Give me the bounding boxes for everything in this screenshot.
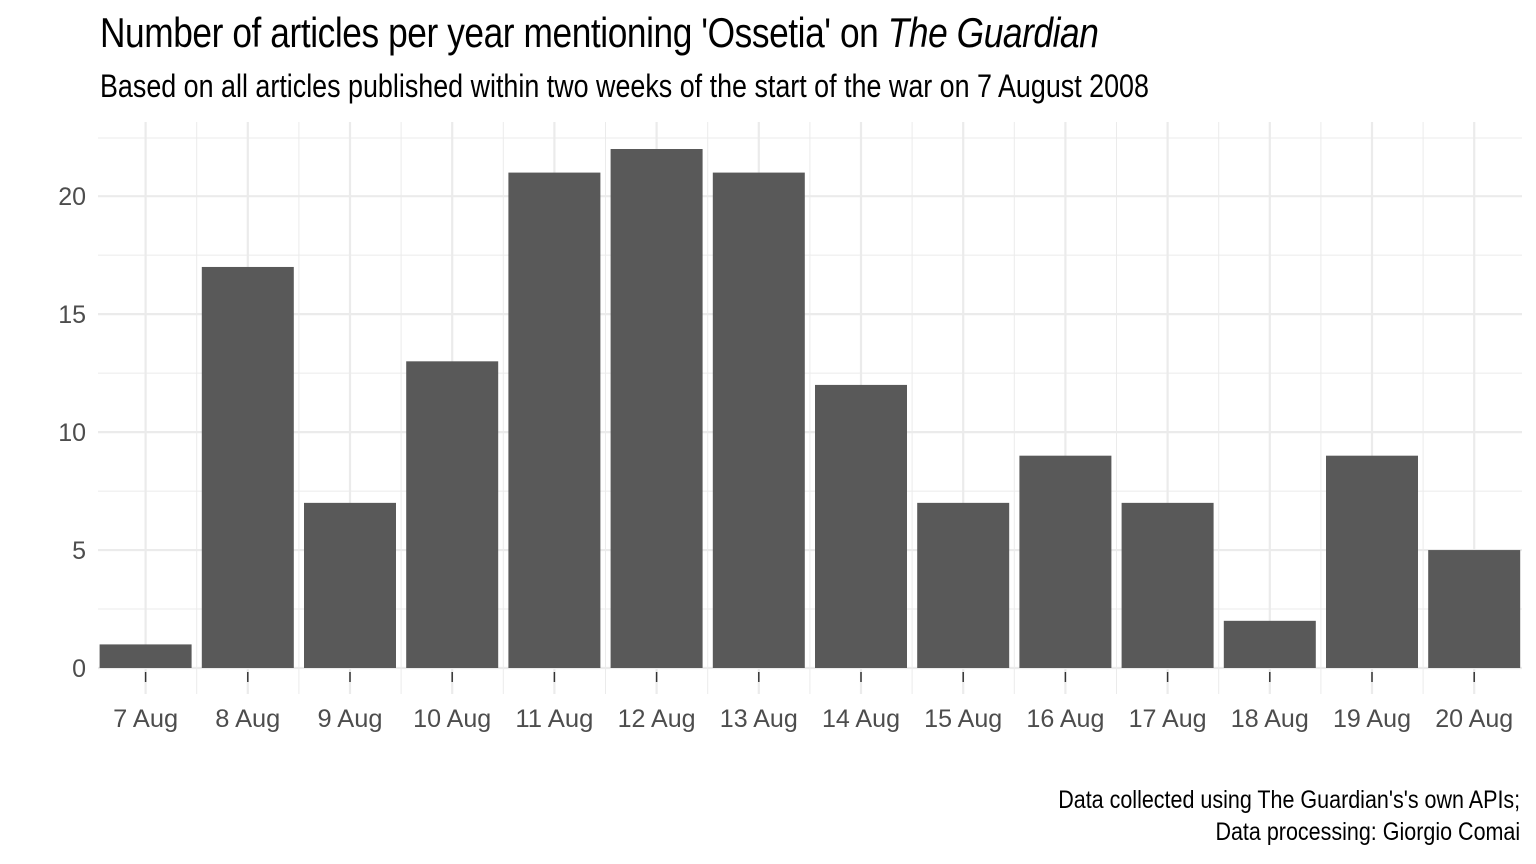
y-tick-label: 5 [72, 537, 86, 565]
x-tick-label: 9 Aug [318, 705, 383, 733]
caption-line-2: Data processing: Giorgio Comai [1215, 818, 1520, 846]
chart-title-main: Number of articles per year mentioning '… [100, 9, 888, 56]
x-tick-label: 13 Aug [720, 705, 798, 733]
bar-10-aug [406, 361, 499, 668]
bar-11-aug [508, 172, 601, 668]
y-tick-label: 20 [58, 183, 86, 211]
bar-14-aug [815, 384, 907, 668]
x-tick-label: 20 Aug [1435, 705, 1513, 733]
bar-19-aug [1326, 455, 1418, 668]
bar-13-aug [712, 172, 805, 668]
chart-title-emphasis: The Guardian [887, 9, 1099, 56]
y-tick-label: 10 [58, 419, 86, 447]
chart-subtitle: Based on all articles published within t… [100, 68, 1149, 104]
x-tick-label: 19 Aug [1333, 705, 1411, 733]
x-tick-label: 16 Aug [1026, 705, 1104, 733]
x-tick-label: 11 Aug [515, 705, 593, 733]
bar-8-aug [201, 266, 294, 668]
y-tick-label: 0 [72, 655, 86, 683]
bar-7-aug [99, 644, 192, 668]
x-tick-label: 15 Aug [924, 705, 1002, 733]
x-tick-label: 8 Aug [215, 705, 280, 733]
x-axis-tick-labels: 7 Aug 8 Aug 9 Aug 10 Aug 11 Aug 12 Aug 13 Aug 1… [113, 705, 1513, 733]
x-tick-label: 10 Aug [413, 705, 491, 733]
chart-title: Number of articles per year mentioning '… [100, 8, 1099, 58]
bar-20-aug [1428, 550, 1521, 668]
grid-minor-lines [98, 122, 1522, 694]
chart-caption: Data collected using The Guardian's's ow… [1058, 784, 1520, 848]
bar-9-aug [304, 502, 396, 668]
bar-17-aug [1121, 502, 1214, 668]
bars [99, 149, 1521, 668]
x-tick-label: 18 Aug [1231, 705, 1309, 733]
x-axis-ticks [144, 672, 1475, 682]
bar-12-aug [610, 149, 703, 668]
bar-18-aug [1223, 620, 1316, 668]
x-tick-label: 14 Aug [822, 705, 900, 733]
x-tick-label: 17 Aug [1129, 705, 1207, 733]
y-axis-tick-labels: 0 5 10 15 20 [58, 183, 86, 683]
bar-15-aug [917, 502, 1010, 668]
caption-line-1: Data collected using The Guardian's's ow… [1058, 786, 1520, 814]
x-tick-label: 7 Aug [113, 705, 178, 733]
y-tick-label: 15 [58, 301, 86, 329]
x-tick-label: 12 Aug [618, 705, 696, 733]
bar-16-aug [1019, 455, 1112, 668]
